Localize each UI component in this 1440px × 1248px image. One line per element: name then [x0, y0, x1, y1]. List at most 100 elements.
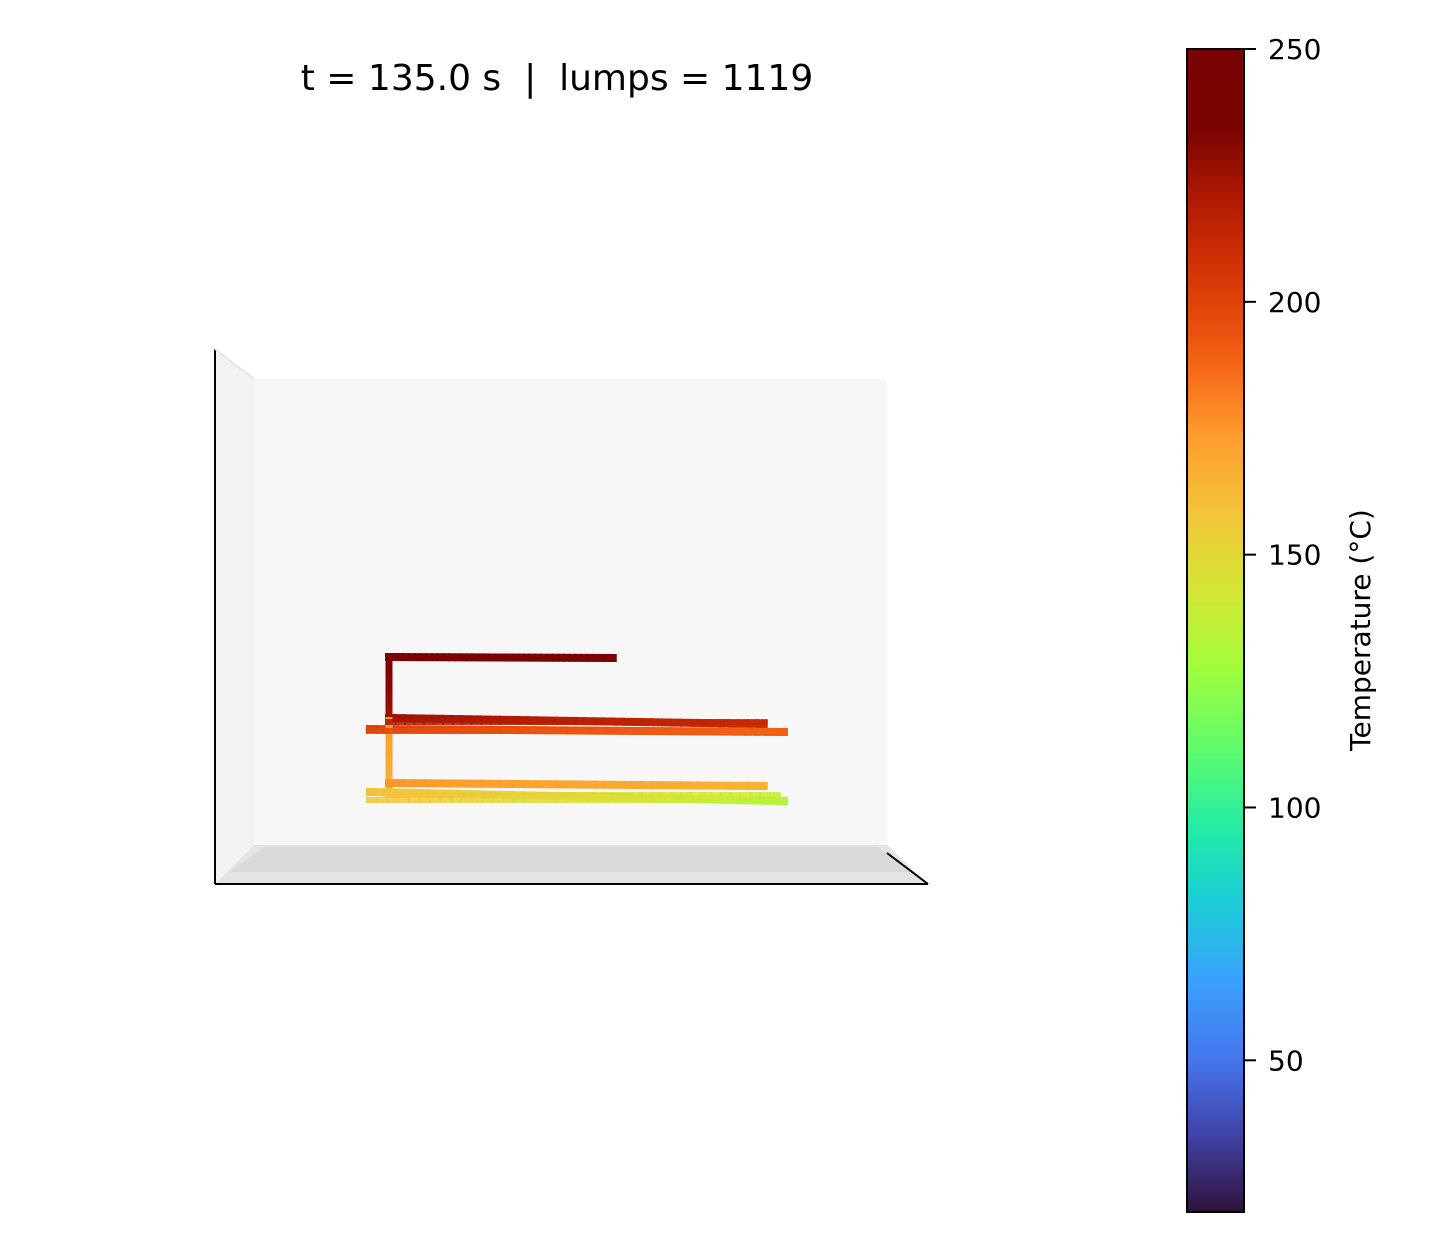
colorbar-gradient	[1186, 48, 1245, 1213]
lump-point	[436, 653, 445, 662]
lump-point	[494, 653, 502, 662]
lump-point	[552, 792, 565, 798]
lump-point	[628, 797, 641, 803]
lump-point	[428, 797, 442, 803]
lump-point	[470, 779, 483, 788]
lump-point	[591, 792, 604, 798]
lump-point	[449, 797, 463, 803]
lump-point	[502, 797, 515, 803]
back-pane	[254, 379, 887, 845]
lump-point	[397, 728, 410, 734]
lump-point	[641, 792, 653, 798]
lump-point	[727, 781, 740, 790]
lump-point	[563, 653, 571, 662]
lump-point	[481, 728, 494, 734]
lump-point	[518, 780, 530, 789]
lump-point	[439, 797, 452, 803]
lump-point	[463, 792, 476, 798]
lump-point	[491, 797, 505, 803]
lump-point	[680, 719, 692, 725]
lump-point	[603, 780, 616, 789]
lump-point	[680, 792, 693, 798]
lump-point	[659, 797, 673, 803]
lump-point	[532, 792, 545, 798]
colorbar: 50 100 150 200 250 Temperature (°C)	[1186, 33, 1377, 1213]
lump-point	[448, 653, 456, 662]
lump-point	[613, 780, 625, 789]
lump-point	[575, 719, 587, 725]
lump-point	[407, 653, 416, 662]
lump-point	[562, 792, 575, 798]
lump-point	[413, 779, 426, 788]
lump-point	[418, 797, 431, 803]
left-pane	[215, 349, 254, 884]
lump-point	[397, 797, 410, 803]
lump-point	[708, 719, 721, 725]
lump-point	[471, 653, 479, 662]
lump-point	[523, 797, 536, 803]
lump-point	[603, 719, 616, 725]
lump-point	[691, 728, 704, 734]
lump-point	[722, 797, 736, 803]
lump-point	[423, 714, 435, 723]
lump-point	[603, 653, 611, 662]
colorbar-tick-label: 250	[1268, 33, 1321, 66]
lump-point	[580, 653, 589, 662]
lump-point	[631, 792, 643, 798]
scatter-points	[365, 653, 788, 805]
lump-point	[754, 728, 767, 734]
lump-point	[617, 797, 631, 803]
lump-point	[649, 797, 662, 803]
lump-point	[460, 797, 473, 803]
lump-point	[754, 797, 767, 803]
lump-point	[499, 779, 511, 788]
lump-point	[534, 653, 543, 662]
lump-point	[699, 781, 711, 790]
lump-point	[428, 728, 442, 734]
lump-point	[594, 719, 606, 725]
lump-point	[425, 653, 433, 662]
lump-point	[489, 779, 502, 788]
lump-point	[386, 797, 400, 803]
lump-point	[449, 728, 463, 734]
lump-point	[638, 728, 652, 734]
lump-point	[488, 653, 497, 662]
lump-point	[545, 653, 554, 662]
lump-point	[746, 719, 759, 725]
lump-point	[628, 728, 641, 734]
lump-point	[756, 782, 768, 790]
lump-point	[670, 792, 683, 798]
lump-point	[480, 779, 492, 788]
lump-point	[473, 792, 486, 798]
lump-point	[565, 728, 578, 734]
lump-point	[660, 792, 673, 798]
lump-point	[651, 719, 664, 725]
lump-point	[690, 792, 703, 798]
lump-point	[404, 714, 416, 723]
lump-point	[451, 779, 464, 788]
lump-point	[607, 797, 620, 803]
lump-point	[775, 797, 788, 803]
lump-point	[511, 653, 520, 662]
lump-point	[390, 653, 399, 662]
lump-point	[540, 653, 548, 662]
plot-3d-area	[214, 348, 929, 885]
lump-point	[414, 792, 427, 798]
lump-point	[518, 719, 530, 725]
lump-point	[554, 728, 568, 734]
lump-point	[489, 719, 502, 725]
lump-point	[680, 797, 694, 803]
lump-point	[661, 719, 673, 725]
lump-point	[442, 653, 451, 662]
lump-point	[659, 728, 673, 734]
lump-point	[712, 797, 725, 803]
lump-point	[476, 653, 485, 662]
lump-point	[407, 797, 421, 803]
lump-point	[727, 719, 740, 725]
lump-point	[596, 728, 610, 734]
lump-point	[586, 797, 599, 803]
chart-title: t = 135.0 s | lumps = 1119	[301, 58, 814, 99]
lump-point	[394, 792, 407, 798]
lump-point	[461, 719, 473, 725]
